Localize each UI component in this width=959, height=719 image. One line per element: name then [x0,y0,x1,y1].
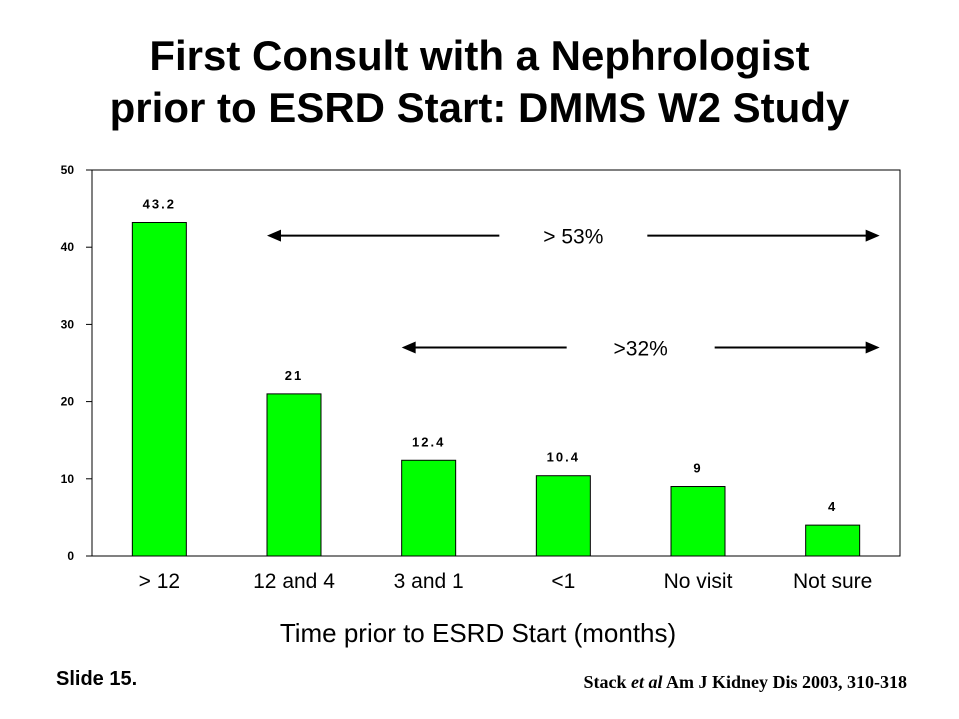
citation-rest: Am J Kidney Dis 2003, 310-318 [662,672,907,692]
x-tick-label: > 12 [139,570,180,593]
data-label: 10.4 [547,450,580,465]
x-tick-label: 12 and 4 [253,570,335,593]
x-tick-label: 3 and 1 [394,570,464,593]
y-tick-label: 20 [61,395,75,409]
bar [805,524,861,557]
data-label: 9 [693,461,702,476]
x-tick-label: Not sure [793,570,872,593]
annotations: > 53% >32% [267,226,880,361]
y-axis: 0 10 20 30 40 50 [61,163,92,563]
data-label: 43.2 [143,196,176,211]
annotation-arrow: > 53% [267,226,880,249]
citation: Stack et al Am J Kidney Dis 2003, 310-31… [583,672,907,693]
y-tick-label: 50 [61,163,75,177]
y-tick-label: 30 [61,317,75,331]
data-label: 12.4 [412,434,445,449]
bar [266,393,322,557]
x-tick-label: <1 [551,570,575,593]
data-label: 4 [828,499,837,514]
annotation-arrow: >32% [401,338,880,361]
x-tick-label: No visit [664,570,733,593]
arrow-head-left [267,229,281,242]
x-tick-labels: > 12 12 and 4 3 and 1 <1 No visit Not sure [139,570,873,593]
arrow-head-right [865,341,880,354]
chart-title: First Consult with a Nephrologist prior … [0,30,959,134]
citation-author: Stack [583,672,631,692]
bar [670,486,726,557]
bar [131,221,187,557]
slide-label: Slide 15. [56,668,138,690]
x-axis-label: Time prior to ESRD Start (months) [280,618,676,648]
title-line-1: First Consult with a Nephrologist [149,32,810,79]
annotation-label: >32% [614,338,668,361]
citation-etal: et al [630,672,663,692]
plot-area [91,169,901,557]
title-line-2: prior to ESRD Start: DMMS W2 Study [109,84,850,131]
arrow-head-left [401,341,416,354]
bars [131,221,861,557]
bar [535,475,591,557]
y-tick-label: 40 [61,240,75,254]
data-labels: 43.2 21 12.4 10.4 9 4 [143,196,837,514]
arrow-head-right [865,229,880,242]
data-label: 21 [285,368,303,383]
y-tick-label: 10 [61,472,75,486]
annotation-label: > 53% [543,226,603,249]
y-tick-label: 0 [67,549,74,563]
bar [401,459,457,557]
